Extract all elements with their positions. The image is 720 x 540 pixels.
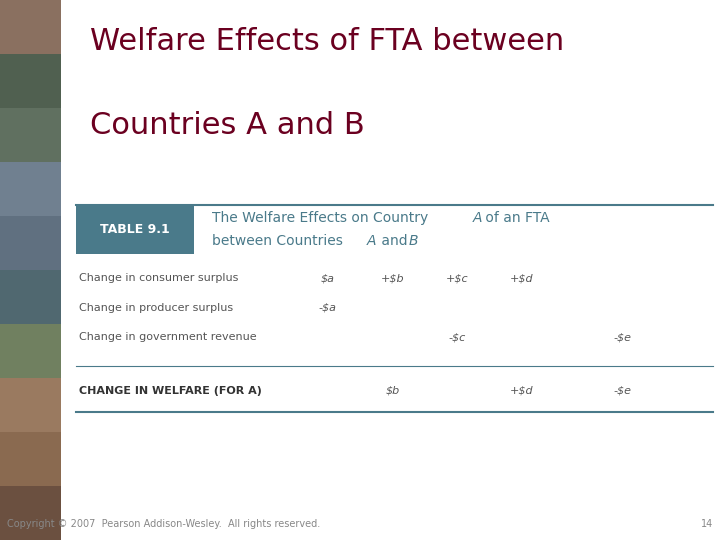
Text: -$e: -$e [613, 333, 632, 342]
Text: -$c: -$c [449, 333, 466, 342]
Text: Change in consumer surplus: Change in consumer surplus [79, 273, 238, 283]
Text: and: and [377, 234, 412, 248]
Text: of an FTA: of an FTA [481, 211, 549, 225]
Text: Countries A and B: Countries A and B [90, 111, 365, 140]
Text: -$e: -$e [613, 386, 632, 396]
Text: Change in producer surplus: Change in producer surplus [79, 303, 233, 313]
Text: $b: $b [385, 386, 400, 396]
Text: TABLE 9.1: TABLE 9.1 [100, 223, 170, 236]
FancyBboxPatch shape [0, 0, 61, 540]
Text: B: B [408, 234, 418, 248]
FancyBboxPatch shape [0, 324, 61, 378]
FancyBboxPatch shape [0, 216, 61, 270]
Text: -$a: -$a [319, 303, 337, 313]
Text: The Welfare Effects on Country: The Welfare Effects on Country [212, 211, 433, 225]
Text: 14: 14 [701, 519, 713, 529]
FancyBboxPatch shape [0, 432, 61, 486]
FancyBboxPatch shape [0, 378, 61, 432]
FancyBboxPatch shape [76, 205, 194, 254]
Text: A: A [473, 211, 482, 225]
FancyBboxPatch shape [0, 54, 61, 108]
Text: $a: $a [320, 273, 335, 283]
Text: +$d: +$d [510, 273, 534, 283]
FancyBboxPatch shape [0, 162, 61, 216]
FancyBboxPatch shape [0, 270, 61, 324]
Text: +$d: +$d [510, 386, 534, 396]
Text: A: A [367, 234, 377, 248]
Text: +$b: +$b [381, 273, 404, 283]
FancyBboxPatch shape [0, 108, 61, 162]
FancyBboxPatch shape [0, 0, 61, 54]
Text: between Countries: between Countries [212, 234, 348, 248]
Text: Welfare Effects of FTA between: Welfare Effects of FTA between [90, 27, 564, 56]
Text: Copyright © 2007  Pearson Addison-Wesley.  All rights reserved.: Copyright © 2007 Pearson Addison-Wesley.… [7, 519, 320, 529]
Text: +$c: +$c [446, 273, 469, 283]
Text: CHANGE IN WELFARE (FOR A): CHANGE IN WELFARE (FOR A) [79, 386, 262, 396]
FancyBboxPatch shape [0, 486, 61, 540]
Text: Change in government revenue: Change in government revenue [79, 333, 257, 342]
